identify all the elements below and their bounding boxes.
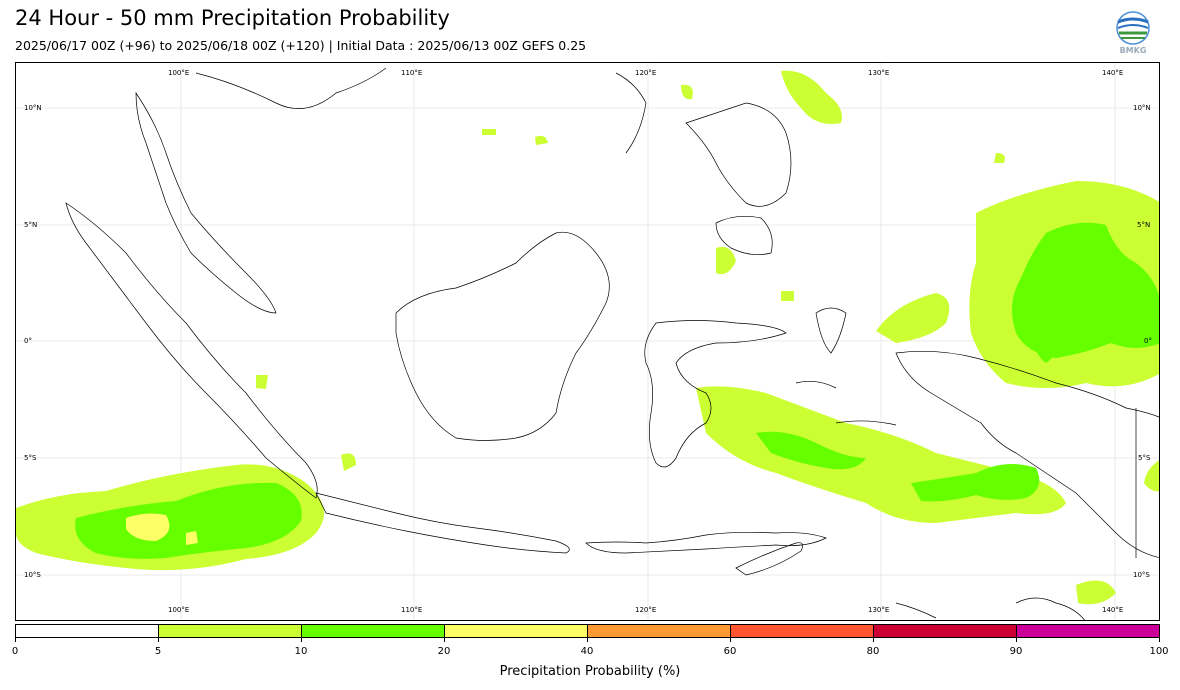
lon-label-bottom: 140°E bbox=[1102, 606, 1124, 614]
lat-label-left: 10°S bbox=[24, 571, 41, 579]
lat-label-right: 10°N bbox=[1133, 104, 1151, 112]
colorbar-segment bbox=[874, 625, 1017, 637]
lon-label-top: 120°E bbox=[635, 69, 657, 77]
lat-label-right: 0° bbox=[1144, 337, 1152, 345]
colorbar-tick: 5 bbox=[154, 646, 162, 657]
colorbar-tick: 40 bbox=[580, 646, 594, 657]
colorbar-label: Precipitation Probability (%) bbox=[499, 664, 681, 679]
colorbar-segment bbox=[16, 625, 159, 637]
lon-label-top: 130°E bbox=[868, 69, 890, 77]
svg-text:BMKG: BMKG bbox=[1120, 46, 1147, 55]
lon-label-top: 100°E bbox=[168, 69, 190, 77]
colorbar-segment bbox=[445, 625, 588, 637]
colorbar-tick: 100 bbox=[1149, 646, 1169, 657]
colorbar-tick: 10 bbox=[294, 646, 308, 657]
lat-label-left: 0° bbox=[24, 337, 32, 345]
lat-label-right: 10°S bbox=[1133, 571, 1150, 579]
lon-label-top: 140°E bbox=[1102, 69, 1124, 77]
coastline bbox=[65, 67, 1159, 620]
lat-label-left: 5°S bbox=[24, 454, 37, 462]
lon-label-bottom: 120°E bbox=[635, 606, 657, 614]
lon-label-top: 110°E bbox=[401, 69, 423, 77]
colorbar-tick: 90 bbox=[1009, 646, 1023, 657]
map-subtitle: 2025/06/17 00Z (+96) to 2025/06/18 00Z (… bbox=[15, 38, 587, 53]
lat-label-left: 10°N bbox=[24, 104, 42, 112]
lat-label-right: 5°S bbox=[1138, 454, 1151, 462]
lon-label-bottom: 100°E bbox=[168, 606, 190, 614]
lon-label-bottom: 110°E bbox=[401, 606, 423, 614]
bmkg-logo: BMKG bbox=[1113, 10, 1153, 55]
colorbar-tick: 60 bbox=[723, 646, 737, 657]
precipitation-map: 100°E 110°E 120°E 130°E 140°E 100°E 110°… bbox=[15, 62, 1160, 621]
colorbar-tick: 0 bbox=[11, 646, 19, 657]
probability-20-40-area bbox=[126, 513, 198, 545]
colorbar-segment bbox=[302, 625, 445, 637]
colorbar-tick: 20 bbox=[437, 646, 451, 657]
colorbar-segment bbox=[159, 625, 302, 637]
colorbar-segment bbox=[588, 625, 731, 637]
probability-10-20-area bbox=[75, 222, 1159, 559]
colorbar-segment bbox=[1017, 625, 1159, 637]
colorbar-tick: 80 bbox=[866, 646, 880, 657]
map-title: 24 Hour - 50 mm Precipitation Probabilit… bbox=[15, 6, 450, 30]
colorbar-segment bbox=[731, 625, 874, 637]
lat-label-left: 5°N bbox=[24, 221, 38, 229]
colorbar bbox=[15, 624, 1160, 638]
lon-label-bottom: 130°E bbox=[868, 606, 890, 614]
lat-label-right: 5°N bbox=[1137, 221, 1151, 229]
